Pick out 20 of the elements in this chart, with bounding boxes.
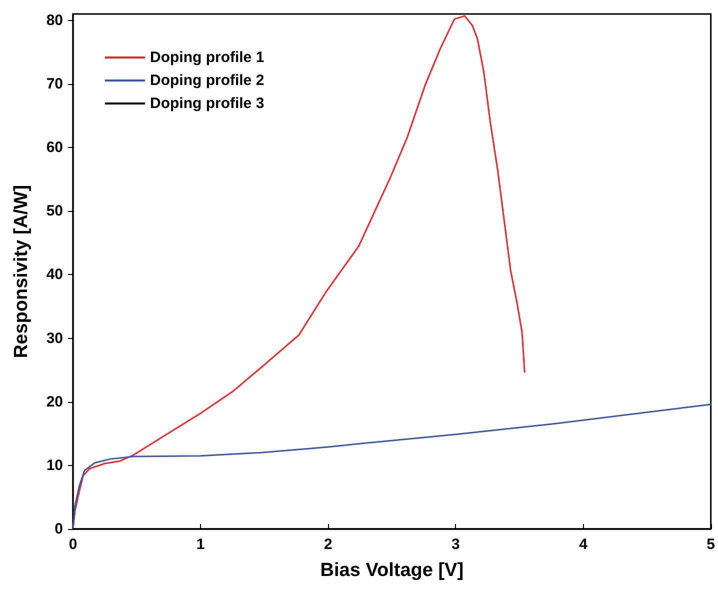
x-axis-title: Bias Voltage [V] (320, 560, 464, 581)
y-tick-label: 20 (46, 393, 63, 410)
x-tick-label: 4 (579, 536, 588, 553)
y-tick-label: 0 (54, 520, 63, 538)
y-tick-label: 70 (46, 75, 63, 92)
legend-label: Doping profile 2 (150, 72, 264, 89)
y-tick-label: 10 (46, 456, 63, 474)
legend-label: Doping profile 1 (150, 49, 264, 66)
y-axis-title: Responsivity [A/W] (11, 184, 32, 358)
x-tick-label: 3 (452, 536, 460, 553)
x-tick-label: 1 (196, 536, 205, 553)
y-tick-label: 80 (46, 12, 63, 29)
y-tick-label: 60 (46, 139, 63, 156)
x-tick-label: 5 (706, 536, 715, 553)
y-tick-label: 30 (46, 330, 63, 347)
y-tick-label: 50 (46, 202, 63, 220)
x-tick-label: 0 (68, 536, 78, 553)
y-tick-label: 40 (46, 266, 63, 284)
x-tick-label: 2 (324, 536, 332, 553)
legend-label: Doping profile 3 (150, 95, 264, 112)
